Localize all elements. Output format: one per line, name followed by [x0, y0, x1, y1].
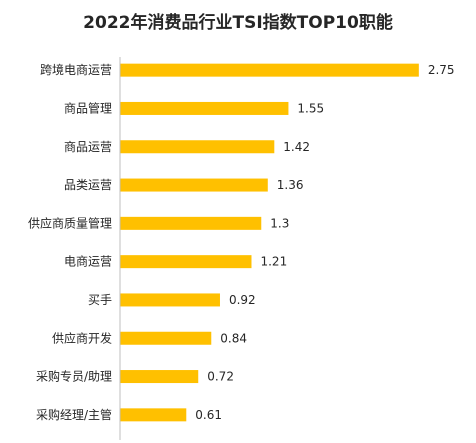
- value-label: 1.21: [260, 255, 287, 269]
- value-label: 2.75: [428, 63, 455, 77]
- bar-group: 买手 0.92: [88, 293, 256, 307]
- bar: [120, 63, 419, 77]
- category-label: 跨境电商运营: [40, 62, 112, 77]
- category-label: 采购经理/主管: [36, 407, 112, 422]
- value-label: 1.42: [283, 140, 310, 154]
- bar-group: 电商运营 1.21: [64, 254, 287, 269]
- value-label: 0.84: [220, 331, 247, 345]
- bar-group: 商品管理 1.55: [64, 100, 324, 115]
- bar: [120, 178, 268, 192]
- category-label: 品类运营: [64, 178, 112, 192]
- bar: [120, 408, 187, 422]
- value-label: 1.3: [270, 216, 289, 230]
- chart-title: 2022年消费品行业TSI指数TOP10职能: [83, 12, 393, 33]
- category-label: 商品管理: [64, 100, 112, 115]
- value-label: 0.92: [229, 293, 256, 307]
- value-label: 1.36: [277, 178, 304, 192]
- bar-group: 供应商开发 0.84: [52, 330, 247, 345]
- value-label: 0.72: [207, 370, 234, 384]
- category-label: 商品运营: [64, 139, 112, 154]
- category-label: 电商运营: [64, 254, 112, 269]
- bar-group: 商品运营 1.42: [64, 139, 310, 154]
- category-label: 供应商质量管理: [28, 215, 112, 230]
- bars-layer: 跨境电商运营 2.75 商品管理 1.55 商品运营 1.42 品类运营 1.36 供应商质量管…: [28, 62, 455, 422]
- bar: [120, 255, 252, 269]
- bar-group: 供应商质量管理 1.3: [28, 215, 289, 230]
- category-label: 供应商开发: [52, 330, 112, 345]
- bar: [120, 216, 262, 230]
- bar: [120, 370, 199, 384]
- bar-group: 品类运营 1.36: [64, 178, 304, 192]
- category-label: 买手: [88, 293, 112, 307]
- value-label: 0.61: [195, 408, 222, 422]
- bar-group: 采购经理/主管 0.61: [36, 407, 222, 422]
- bar: [120, 293, 220, 307]
- category-label: 采购专员/助理: [36, 369, 112, 384]
- bar: [120, 101, 289, 115]
- value-label: 1.55: [297, 101, 324, 115]
- bar: [120, 331, 212, 345]
- bar-group: 跨境电商运营 2.75: [40, 62, 455, 77]
- bar-group: 采购专员/助理 0.72: [36, 369, 234, 384]
- bar: [120, 140, 275, 154]
